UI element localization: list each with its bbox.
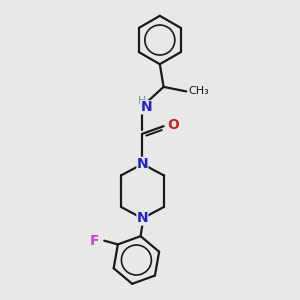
Text: N: N	[136, 212, 148, 225]
Text: H: H	[138, 96, 147, 106]
Text: N: N	[140, 100, 152, 114]
Text: N: N	[136, 157, 148, 171]
Text: CH₃: CH₃	[189, 86, 209, 96]
Text: O: O	[167, 118, 179, 132]
Text: F: F	[90, 234, 100, 248]
